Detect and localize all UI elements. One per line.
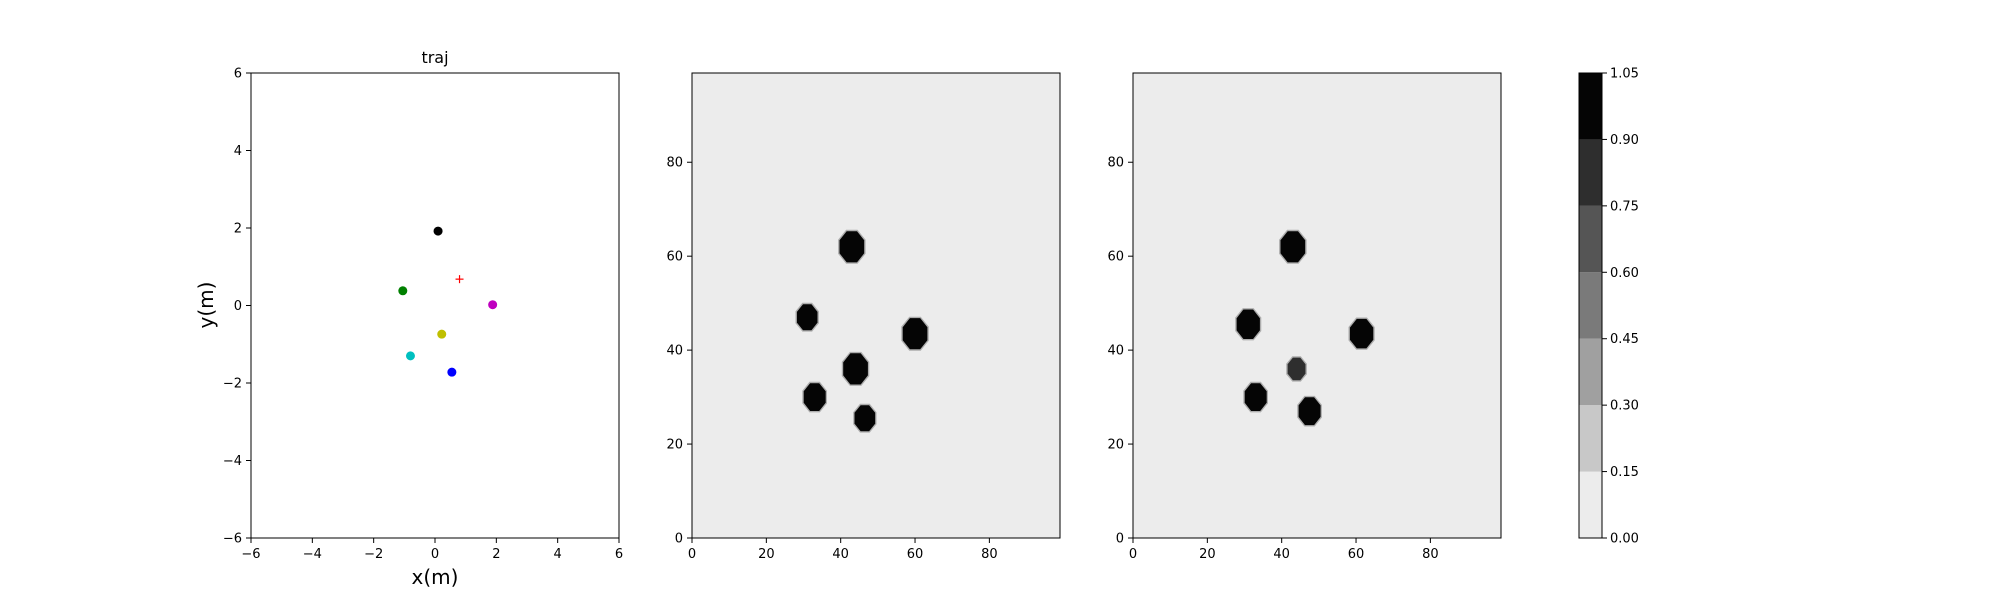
colorbar-segment (1579, 471, 1602, 538)
heatmap-panel-2: 0 20 40 60 80 0 20 40 60 80 (1107, 72, 1502, 562)
traj-xtick-label: 0 (431, 547, 439, 562)
heatmap-2-xtick-label: 0 (1129, 547, 1137, 562)
traj-ytick-label: 4 (234, 144, 242, 159)
colorbar-tick-label: 0.75 (1610, 199, 1639, 214)
heatmap-1-xtick-label: 40 (832, 547, 849, 562)
traj-title: traj (421, 48, 448, 67)
occupancy-blob (1286, 356, 1307, 382)
colorbar-segment (1579, 338, 1602, 406)
colorbar-tick-label: 0.00 (1610, 532, 1639, 547)
occupancy-blob (853, 403, 877, 433)
traj-ytick-label: −2 (223, 377, 242, 392)
colorbar-segment (1579, 205, 1602, 273)
traj-xtick-label: −2 (364, 547, 383, 562)
traj-ytick-label: 2 (234, 222, 242, 237)
traj-xtick-label: 6 (615, 547, 623, 562)
traj-xtick-label: −4 (303, 547, 322, 562)
colorbar-tick-label: 0.60 (1610, 266, 1639, 281)
traj-ylabel: y(m) (194, 282, 218, 329)
heatmap-2-xtick-label: 40 (1273, 547, 1290, 562)
scatter-point (433, 226, 443, 236)
occupancy-blob (1235, 308, 1262, 341)
heatmap-2-ytick-label: 40 (1107, 344, 1124, 359)
traj-panel: traj −6 −4 −2 0 2 4 6 −6 −4 −2 0 2 4 6 x(m) y(m) (194, 48, 623, 589)
scatter-point (437, 329, 447, 339)
traj-frame (250, 72, 620, 539)
occupancy-blob (1279, 229, 1307, 264)
heatmap-2-frame (1132, 72, 1502, 539)
heatmap-1-xtick-label: 0 (688, 547, 696, 562)
heatmap-2-background (1133, 73, 1501, 538)
colorbar-tick-label: 0.45 (1610, 332, 1639, 347)
heatmap-2-xtick-label: 20 (1199, 547, 1216, 562)
scatter-point-target (455, 275, 464, 284)
colorbar-frame (1578, 72, 1603, 539)
traj-xtick-label: 2 (492, 547, 500, 562)
occupancy-blob (802, 381, 827, 413)
occupancy-blob (795, 302, 819, 332)
colorbar-tick-label: 0.90 (1610, 133, 1639, 148)
occupancy-blob (901, 316, 929, 351)
colorbar-segment (1579, 139, 1602, 206)
heatmap-2-ytick-label: 60 (1107, 250, 1124, 265)
traj-ytick-label: 6 (234, 67, 242, 82)
colorbar-tick-label: 1.05 (1610, 67, 1639, 82)
colorbar-segment (1579, 405, 1602, 472)
heatmap-1-xtick-label: 60 (907, 547, 924, 562)
traj-ytick-label: 0 (234, 299, 242, 314)
heatmap-1-ytick-label: 20 (666, 438, 683, 453)
heatmap-1-ytick-label: 0 (675, 532, 683, 547)
heatmap-1-ytick-label: 80 (666, 156, 683, 171)
occupancy-blob (838, 229, 866, 264)
colorbar-tick-label: 0.15 (1610, 465, 1639, 480)
scatter-point (398, 286, 408, 296)
heatmap-2-xtick-label: 80 (1422, 547, 1439, 562)
colorbar-segment (1579, 272, 1602, 339)
colorbar: 0.00 0.15 0.30 0.45 0.60 0.75 0.90 1.05 (1578, 67, 1639, 547)
traj-xlabel: x(m) (412, 565, 459, 589)
heatmap-1-background (692, 73, 1060, 538)
traj-xtick-label: −6 (241, 547, 260, 562)
heatmap-2-ytick-label: 80 (1107, 156, 1124, 171)
heatmap-panel-1: 0 20 40 60 80 0 20 40 60 80 (666, 72, 1061, 562)
heatmap-2-ytick-label: 0 (1116, 532, 1124, 547)
heatmap-1-xtick-label: 20 (758, 547, 775, 562)
heatmap-2-ytick-label: 20 (1107, 438, 1124, 453)
scatter-point (405, 351, 415, 361)
heatmap-1-frame (691, 72, 1061, 539)
colorbar-tick-label: 0.30 (1610, 399, 1639, 414)
traj-ytick-label: −6 (223, 532, 242, 547)
occupancy-blob (1348, 317, 1375, 350)
occupancy-blob (1243, 381, 1268, 413)
scatter-point (447, 367, 457, 377)
colorbar-segment (1579, 73, 1602, 140)
occupancy-blob (841, 351, 870, 386)
heatmap-1-ytick-label: 60 (666, 250, 683, 265)
occupancy-blob (1297, 395, 1322, 427)
traj-xtick-label: 4 (554, 547, 562, 562)
scatter-point (488, 300, 498, 310)
heatmap-1-xtick-label: 80 (981, 547, 998, 562)
heatmap-1-ytick-label: 40 (666, 344, 683, 359)
heatmap-2-xtick-label: 60 (1348, 547, 1365, 562)
traj-ytick-label: −4 (223, 454, 242, 469)
